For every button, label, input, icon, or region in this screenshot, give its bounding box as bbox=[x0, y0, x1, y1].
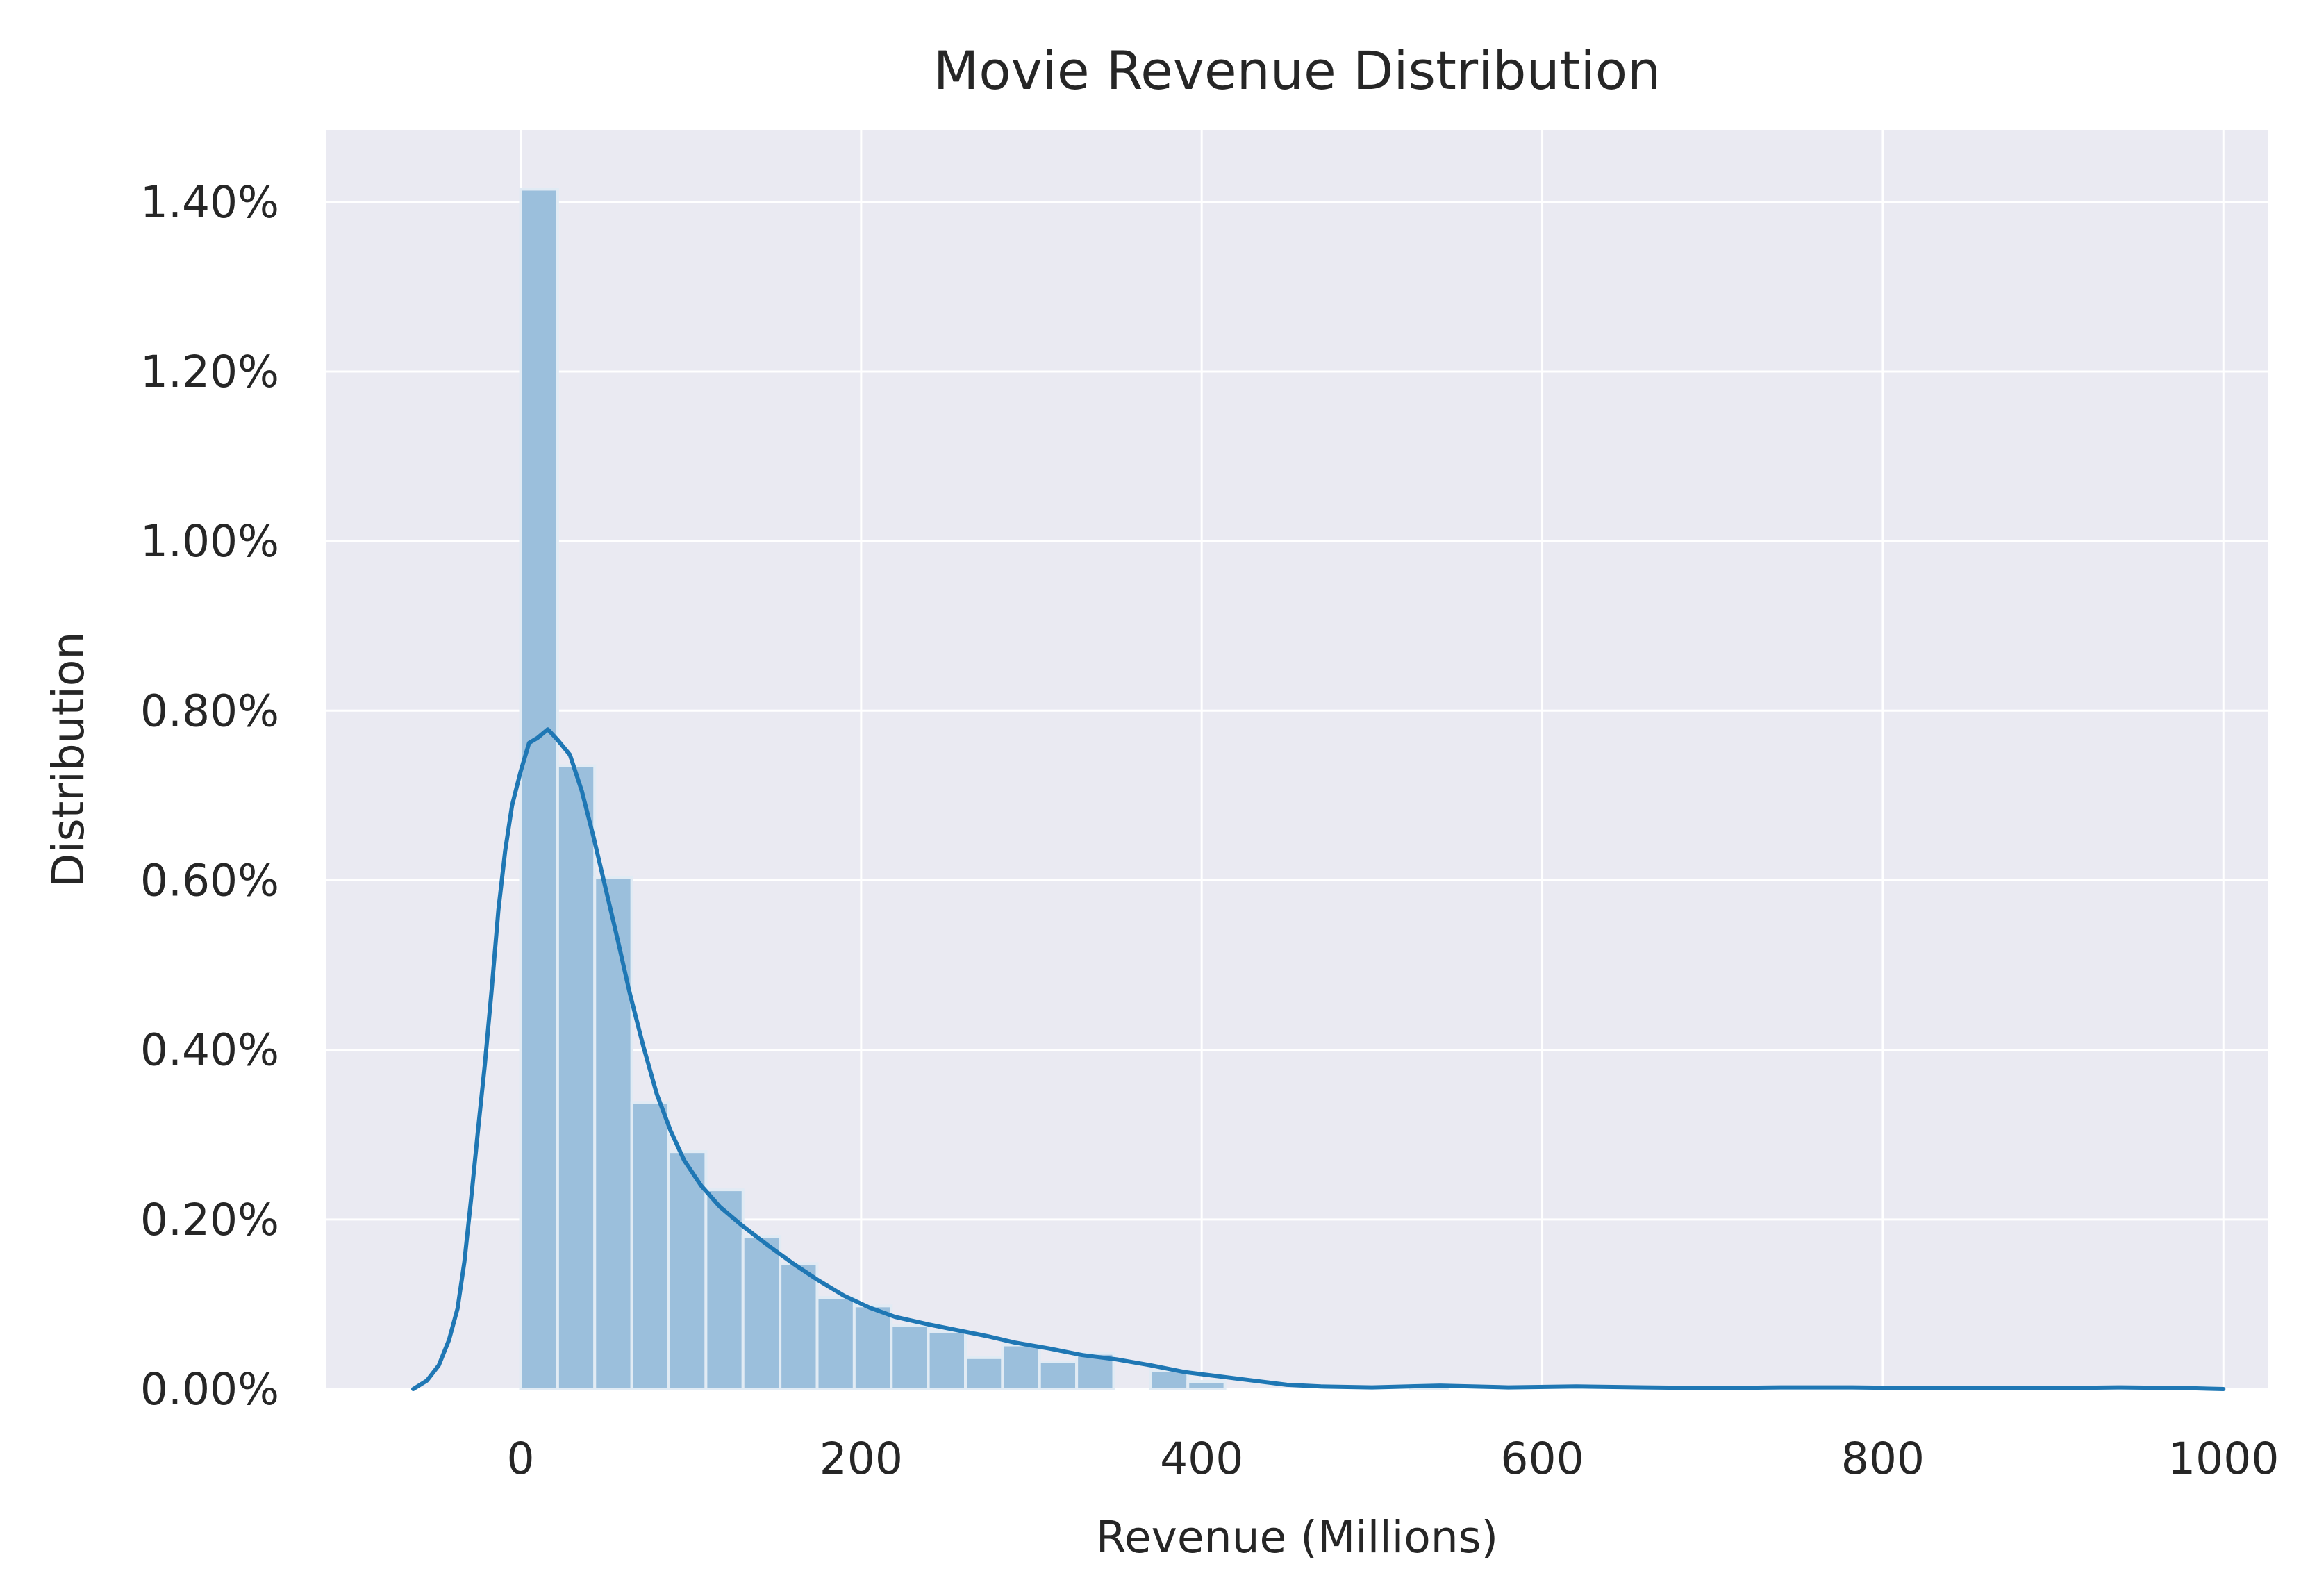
y-axis-ticks: 0.00% 0.20% 0.40% 0.60% 0.80% 1.00% 1.20% 1.40% bbox=[140, 177, 279, 1415]
histogram-bar bbox=[519, 188, 559, 1390]
y-tick-label: 0.60% bbox=[140, 855, 279, 906]
y-tick-label: 0.00% bbox=[140, 1364, 279, 1415]
histogram-bar bbox=[963, 1356, 1004, 1391]
histogram-bar bbox=[1186, 1380, 1227, 1390]
x-axis-label: Revenue (Millions) bbox=[1096, 1512, 1498, 1563]
histogram-bar bbox=[927, 1329, 967, 1390]
histogram-bar bbox=[815, 1296, 856, 1391]
x-axis-ticks: 0 200 400 600 800 1000 bbox=[506, 1433, 2279, 1484]
kde-line bbox=[411, 727, 2226, 1391]
histogram-bar bbox=[741, 1235, 782, 1390]
histogram-bar bbox=[556, 764, 597, 1391]
y-tick-label: 0.80% bbox=[140, 685, 279, 736]
y-tick-label: 1.20% bbox=[140, 347, 279, 397]
histogram-bar bbox=[630, 1101, 670, 1390]
y-tick-label: 1.40% bbox=[140, 177, 279, 228]
histogram-bar bbox=[779, 1262, 819, 1390]
x-tick-label: 1000 bbox=[2168, 1433, 2279, 1484]
histogram-bar bbox=[890, 1324, 930, 1390]
y-tick-label: 0.20% bbox=[140, 1195, 279, 1245]
x-tick-label: 400 bbox=[1160, 1433, 1243, 1484]
histogram-bar bbox=[593, 876, 633, 1390]
histogram-bar bbox=[1149, 1369, 1190, 1391]
x-tick-label: 0 bbox=[506, 1433, 534, 1484]
x-tick-label: 200 bbox=[820, 1433, 903, 1484]
histogram-bar bbox=[1001, 1343, 1041, 1391]
histogram-bar bbox=[1038, 1360, 1079, 1391]
histogram-bar bbox=[852, 1304, 893, 1391]
x-tick-label: 800 bbox=[1841, 1433, 1925, 1484]
y-axis-label: Distribution bbox=[43, 632, 94, 888]
y-tick-label: 0.40% bbox=[140, 1025, 279, 1076]
y-tick-label: 1.00% bbox=[140, 516, 279, 567]
x-tick-label: 600 bbox=[1500, 1433, 1584, 1484]
chart-title: Movie Revenue Distribution bbox=[933, 40, 1661, 101]
